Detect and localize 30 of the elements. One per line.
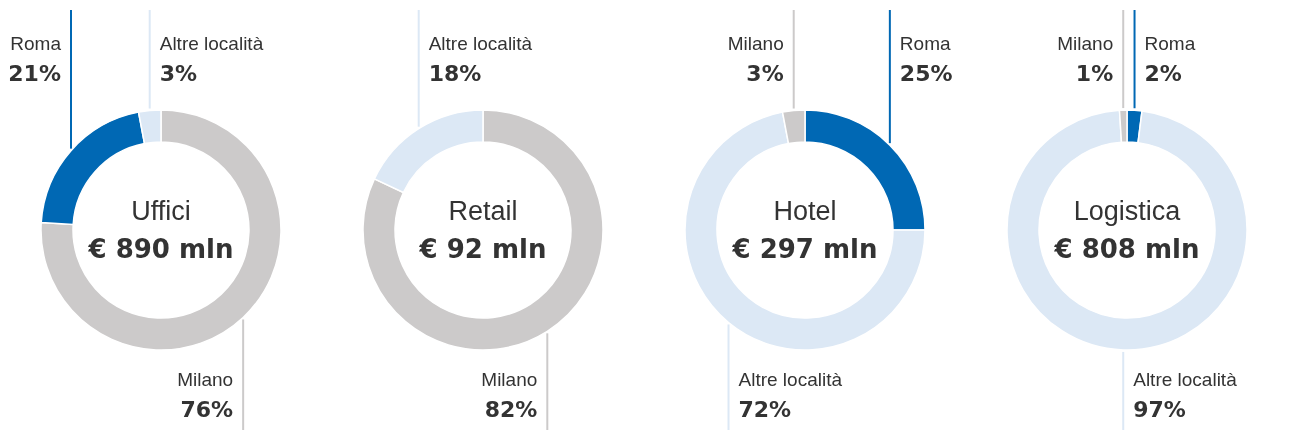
data-label: 2% (1144, 61, 1182, 86)
slice-label: Altre località (428, 33, 533, 54)
text: Retail (448, 196, 518, 226)
data-label: 82% (484, 397, 538, 422)
data-label: 1% (1075, 61, 1114, 86)
data-label: 21% (8, 61, 61, 86)
text: Uffici (131, 196, 191, 226)
slice-label: Altre località (1133, 369, 1238, 390)
data-label: 18% (428, 61, 482, 86)
text: Logistica (1073, 196, 1182, 226)
slice-label: Altre località (738, 369, 843, 390)
data-label: 76% (180, 397, 234, 422)
slice-label: Milano (1057, 33, 1114, 54)
slice-label: Milano (177, 369, 234, 390)
data-label: 72% (738, 397, 792, 422)
slice-label: Altre località (159, 33, 264, 54)
text: Hotel (773, 196, 837, 226)
data-label: 3% (746, 61, 784, 86)
slice-label: Roma (10, 33, 62, 54)
data-label: 25% (899, 61, 953, 86)
text: € 890 mln (87, 234, 234, 264)
text: € 808 mln (1053, 234, 1200, 264)
slice-label: Roma (1144, 33, 1196, 54)
data-label: 3% (159, 61, 198, 86)
slice-label: Milano (727, 33, 784, 54)
data-label: 97% (1133, 397, 1186, 422)
text: € 92 mln (418, 234, 547, 264)
slice-label: Milano (481, 369, 538, 390)
text: € 297 mln (731, 234, 878, 264)
slice-label: Roma (899, 33, 951, 54)
